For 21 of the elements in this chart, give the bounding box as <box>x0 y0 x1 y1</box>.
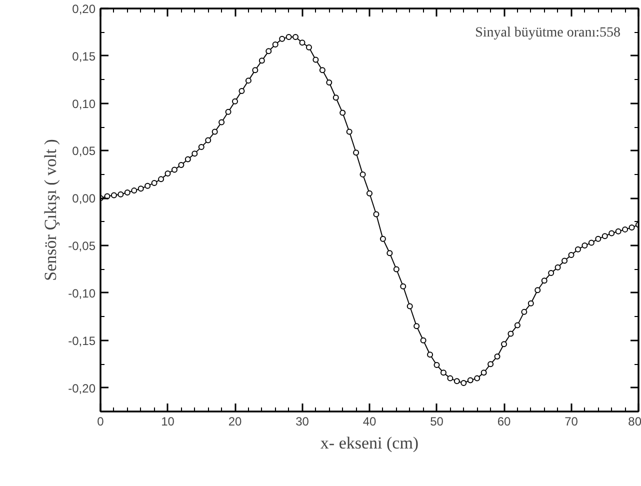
x-tick-label: 80 <box>628 414 641 428</box>
y-axis-title: Sensör Çıkışı ( volt ) <box>41 139 60 281</box>
y-tick-label: -0,15 <box>68 334 96 348</box>
y-tick-label: -0,10 <box>68 286 96 300</box>
x-tick-label: 0 <box>97 414 104 428</box>
y-tick-label: -0,20 <box>68 381 96 396</box>
annotation: Sinyal büyütme oranı:558 <box>475 26 621 40</box>
x-tick-label: 10 <box>161 414 175 428</box>
y-tick-label: -0,05 <box>68 239 96 254</box>
y-tick-label: 0,05 <box>72 144 96 158</box>
x-tick-label: 20 <box>228 414 242 428</box>
x-tick-label: 60 <box>497 414 511 428</box>
y-tick-label: 0,15 <box>72 49 96 64</box>
x-tick-label: 30 <box>296 414 310 428</box>
x-tick-label: 50 <box>430 414 444 428</box>
x-tick-label: 70 <box>564 414 578 428</box>
x-tick-label: 40 <box>362 414 376 428</box>
y-tick-label: 0,10 <box>72 96 96 111</box>
y-tick-label: 0,20 <box>72 2 96 16</box>
x-axis-title: x- ekseni (cm) <box>320 434 419 452</box>
y-tick-label: 0,00 <box>72 192 96 206</box>
